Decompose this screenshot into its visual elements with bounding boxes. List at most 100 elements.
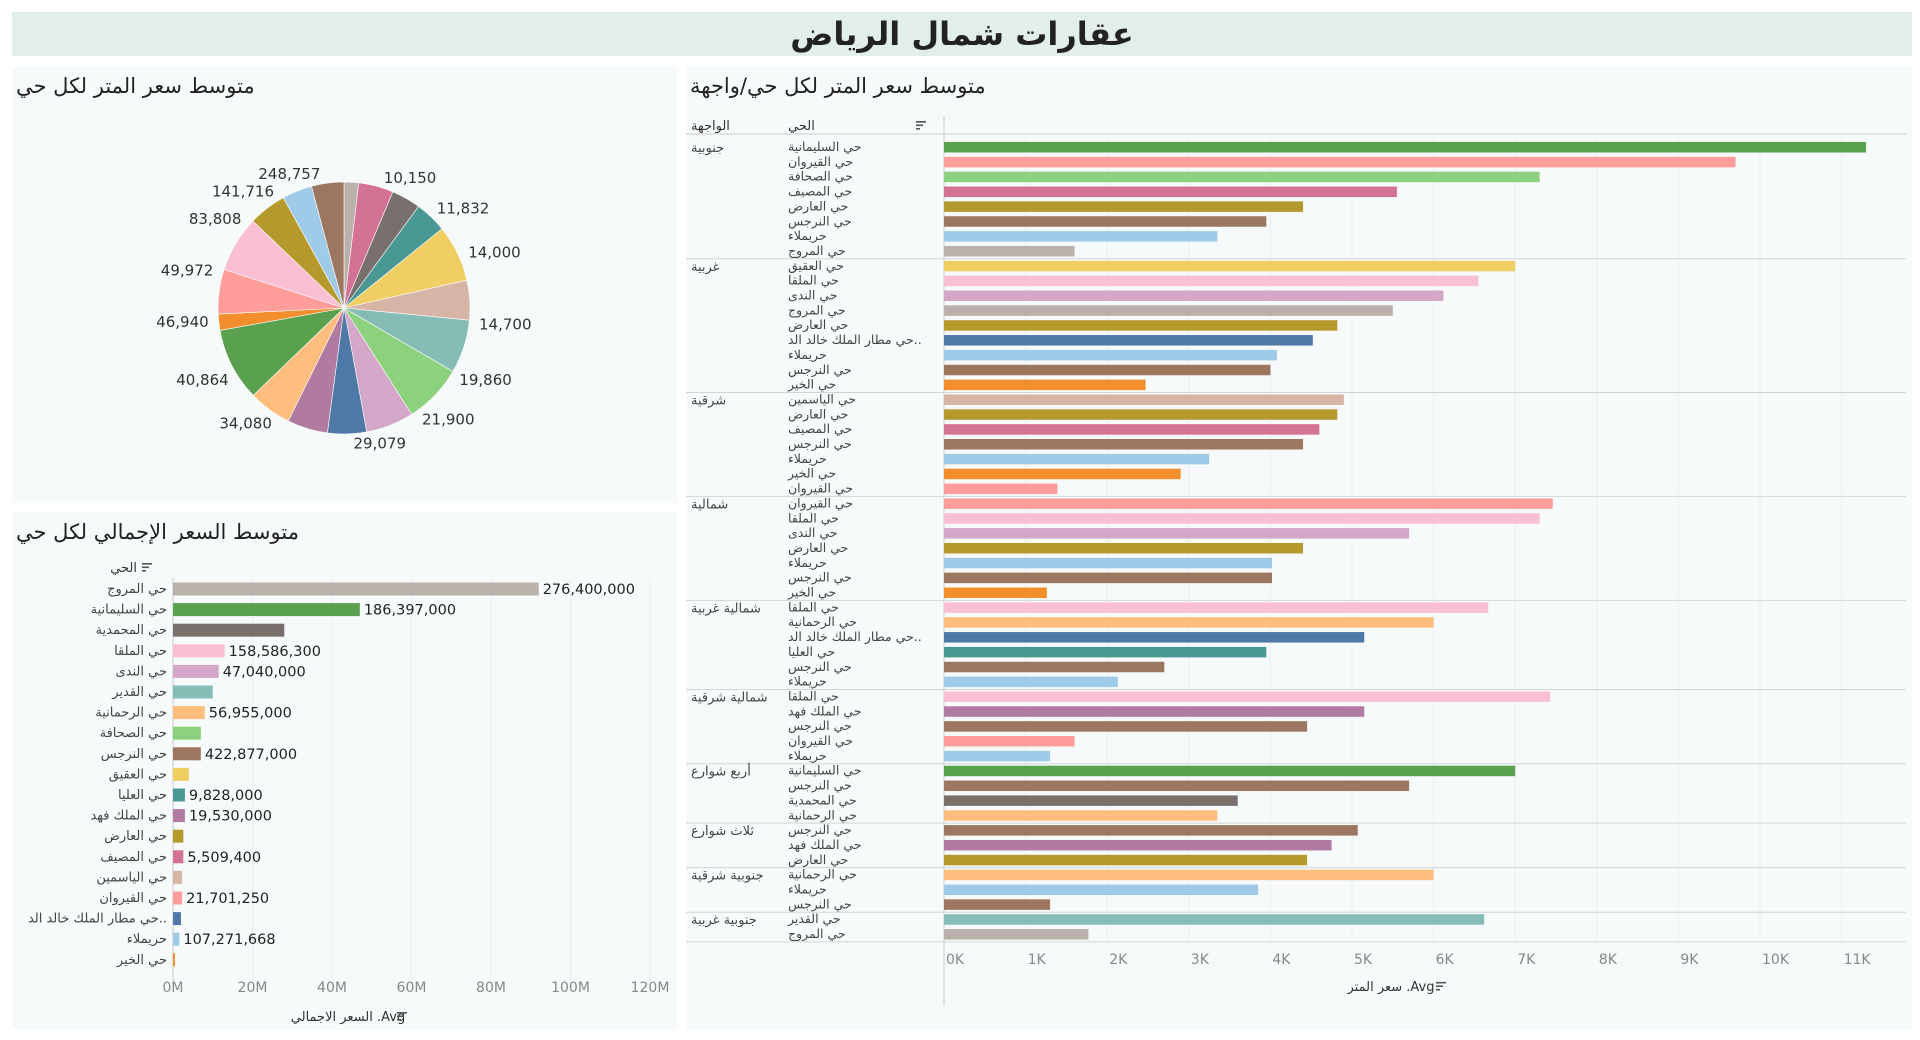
category-label: حريملاء xyxy=(788,228,827,244)
bar xyxy=(944,453,1210,465)
bar xyxy=(944,394,1344,405)
sort-icon xyxy=(1436,988,1440,991)
sort-icon xyxy=(142,570,146,572)
category-label: حريملاء xyxy=(788,748,827,764)
pie-panel: متوسط سعر المتر لكل حي 10,150 11,832 14,00… xyxy=(12,66,677,503)
bar xyxy=(944,825,1358,836)
facade-price-panel: متوسط سعر المتر لكل حي/واجهة الواجهة الحي… xyxy=(686,66,1912,1030)
category-label: حي العارض xyxy=(788,852,848,868)
category-label: حي المروج xyxy=(107,582,167,597)
category-label: حي السليمانية xyxy=(788,139,861,154)
tick-label: 3K xyxy=(1191,952,1210,968)
category-label: حي الملك فهد xyxy=(788,703,862,719)
category-label: حريملاء xyxy=(788,555,827,571)
bar xyxy=(944,765,1516,777)
bar xyxy=(944,349,1277,361)
category-label: حي المصيف xyxy=(788,184,852,199)
category-label: حي الصحافة xyxy=(100,726,167,741)
bar xyxy=(944,780,1410,792)
bar xyxy=(944,676,1118,688)
bar xyxy=(944,736,1075,747)
category-label: حي العقيق xyxy=(788,258,844,274)
pie-data-label: 14,700 xyxy=(479,316,532,334)
pie-data-label: 40,864 xyxy=(176,371,229,389)
category-label: حي العارض xyxy=(788,198,848,214)
category-label: حي النرجس xyxy=(788,213,852,229)
bar xyxy=(944,275,1479,287)
category-label: حي مطار الملك خالد الد.. xyxy=(788,332,922,348)
category-label: حي العارض xyxy=(788,406,848,422)
data-label: 9,828,000 xyxy=(189,788,263,804)
bar xyxy=(944,810,1218,821)
category-label: حي القيروان xyxy=(788,481,853,497)
bar xyxy=(944,750,1051,762)
total-price-chart[interactable]: الحي حي المروج 276,400,000 حي السليمانية 186… xyxy=(12,512,677,1030)
category-label: حي الخير xyxy=(787,585,836,601)
tick-label: 40M xyxy=(317,980,347,996)
category-label: حريملاء xyxy=(788,451,827,467)
category-label: حي مطار الملك خالد الد.. xyxy=(28,912,167,927)
bar xyxy=(944,854,1308,866)
bar xyxy=(173,932,180,946)
pie-data-label: 10,150 xyxy=(384,169,437,187)
pie-data-label: 34,080 xyxy=(219,414,272,432)
bar xyxy=(944,884,1259,895)
category-label: حي الملك فهد xyxy=(788,837,862,853)
bar xyxy=(944,364,1271,376)
bar xyxy=(944,721,1308,732)
bar xyxy=(944,632,1365,643)
data-label: 47,040,000 xyxy=(223,664,306,680)
bar xyxy=(173,644,225,658)
category-label: حي المروج xyxy=(788,926,846,942)
category-label: حي القيروان xyxy=(788,154,853,170)
category-label: حي السليمانية xyxy=(91,603,167,618)
bar xyxy=(173,912,181,926)
facade-label: جنوبية غربية xyxy=(691,913,757,928)
category-label: حي العارض xyxy=(788,317,848,333)
total-price-title: متوسط السعر الإجمالي لكل حي xyxy=(16,520,299,544)
bar xyxy=(944,186,1397,198)
pie-title: متوسط سعر المتر لكل حي xyxy=(16,74,255,98)
bar xyxy=(944,335,1313,346)
category-label: حي الملقا xyxy=(788,688,839,703)
pie-data-label: 14,000 xyxy=(468,244,521,262)
bar xyxy=(944,379,1146,391)
data-label: 21,701,250 xyxy=(186,891,269,907)
dashboard-title-bar: عقارات شمال الرياض xyxy=(12,12,1912,56)
bar xyxy=(944,231,1218,242)
bar xyxy=(173,788,185,802)
tick-label: 8K xyxy=(1599,952,1618,968)
facade-label: شمالية شرقية xyxy=(691,690,768,705)
category-label: حي المروج xyxy=(788,302,846,318)
data-label: 186,397,000 xyxy=(364,603,456,619)
category-label: حي الرحمانية xyxy=(788,614,857,630)
category-label: حي النرجس xyxy=(788,778,852,794)
category-label: حي العارض xyxy=(788,540,848,556)
category-label: حي الملقا xyxy=(788,510,839,525)
row-header: الحي xyxy=(788,119,815,134)
bar xyxy=(944,795,1238,806)
tick-label: 2K xyxy=(1109,952,1128,968)
x-axis-title: السعر الاجمالي .Avg xyxy=(291,1010,405,1025)
bar xyxy=(944,201,1304,212)
category-label: حي الملك فهد xyxy=(90,809,167,824)
category-label: حي النرجس xyxy=(788,822,852,838)
pie-data-label: 21,900 xyxy=(422,410,475,428)
bar xyxy=(944,439,1304,450)
category-label: حي العليا xyxy=(118,788,167,803)
bar xyxy=(173,809,185,823)
total-price-panel: متوسط السعر الإجمالي لكل حي الحي حي المرو… xyxy=(12,512,677,1030)
pie-data-label: 248,757 xyxy=(258,165,320,183)
category-label: حي الندى xyxy=(788,525,838,540)
sort-icon xyxy=(397,1012,407,1014)
bar xyxy=(944,320,1338,331)
bar xyxy=(944,528,1410,539)
bar xyxy=(944,290,1444,301)
category-label: حي القيروان xyxy=(99,891,167,906)
category-label: حي النرجس xyxy=(788,436,852,452)
tick-label: 60M xyxy=(397,980,427,996)
bar xyxy=(173,829,184,843)
bar xyxy=(173,767,189,781)
